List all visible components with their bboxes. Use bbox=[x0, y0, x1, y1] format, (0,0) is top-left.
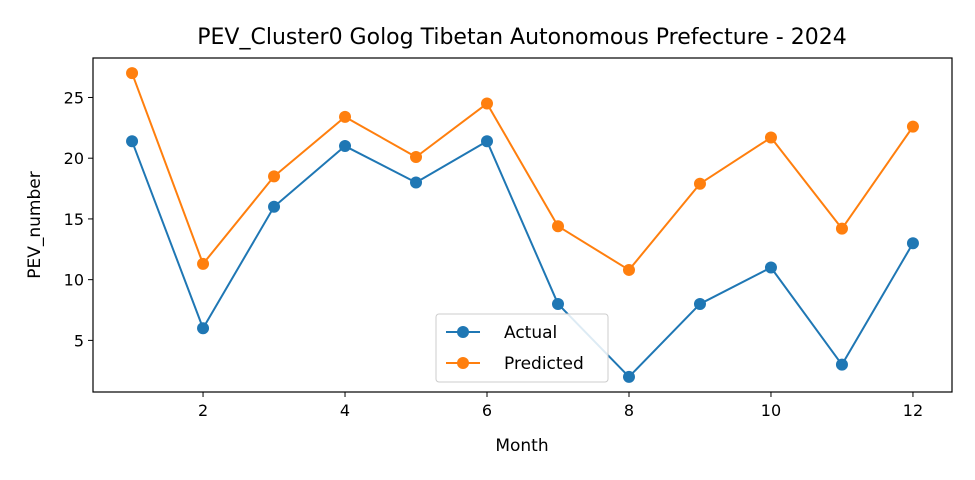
data-point-predicted-6 bbox=[481, 97, 493, 110]
data-point-actual-6 bbox=[481, 135, 493, 148]
y-tick-label: 25 bbox=[64, 88, 84, 107]
x-tick-label: 4 bbox=[340, 401, 350, 420]
legend-marker-predicted bbox=[457, 357, 469, 369]
data-point-predicted-8 bbox=[622, 263, 635, 276]
data-point-predicted-10 bbox=[764, 131, 777, 144]
x-tick-label: 10 bbox=[761, 401, 781, 420]
legend-marker-actual bbox=[457, 326, 469, 338]
data-point-predicted-9 bbox=[693, 177, 706, 190]
data-point-predicted-4 bbox=[339, 110, 352, 123]
data-point-predicted-3 bbox=[268, 170, 281, 183]
y-axis-title: PEV_number bbox=[25, 171, 45, 278]
data-point-actual-5 bbox=[410, 176, 423, 189]
y-tick-label: 20 bbox=[64, 149, 84, 168]
data-point-actual-11 bbox=[835, 358, 848, 371]
data-point-actual-7 bbox=[552, 297, 564, 310]
data-point-predicted-5 bbox=[410, 150, 423, 163]
data-point-actual-10 bbox=[764, 261, 777, 274]
legend-label-actual: Actual bbox=[504, 323, 557, 343]
data-point-predicted-11 bbox=[835, 222, 848, 235]
legend-label-predicted: Predicted bbox=[504, 354, 584, 374]
data-point-actual-8 bbox=[622, 370, 635, 383]
series-line-predicted bbox=[131, 72, 914, 271]
data-point-predicted-2 bbox=[197, 257, 210, 270]
x-tick-label: 6 bbox=[482, 401, 492, 420]
y-tick-label: 15 bbox=[64, 210, 84, 229]
plot-frame bbox=[92, 57, 953, 393]
x-tick-label: 8 bbox=[624, 401, 634, 420]
x-tick-label: 2 bbox=[198, 401, 208, 420]
data-point-actual-1 bbox=[126, 135, 139, 148]
series-line-actual bbox=[131, 140, 914, 378]
legend: Actual Predicted bbox=[435, 313, 609, 383]
data-point-actual-2 bbox=[197, 322, 210, 335]
data-point-actual-3 bbox=[268, 200, 281, 213]
x-axis-title: Month bbox=[495, 436, 548, 456]
y-tick-label: 10 bbox=[64, 271, 84, 290]
data-point-predicted-7 bbox=[552, 220, 564, 233]
x-tick-label: 12 bbox=[903, 401, 923, 420]
chart-title: PEV_Cluster0 Golog Tibetan Autonomous Pr… bbox=[197, 25, 846, 50]
data-point-actual-9 bbox=[693, 297, 706, 310]
data-point-predicted-1 bbox=[126, 67, 139, 80]
data-point-actual-4 bbox=[339, 140, 352, 153]
data-point-predicted-12 bbox=[906, 120, 919, 133]
y-tick-label: 5 bbox=[74, 331, 84, 350]
data-point-actual-12 bbox=[906, 237, 919, 250]
